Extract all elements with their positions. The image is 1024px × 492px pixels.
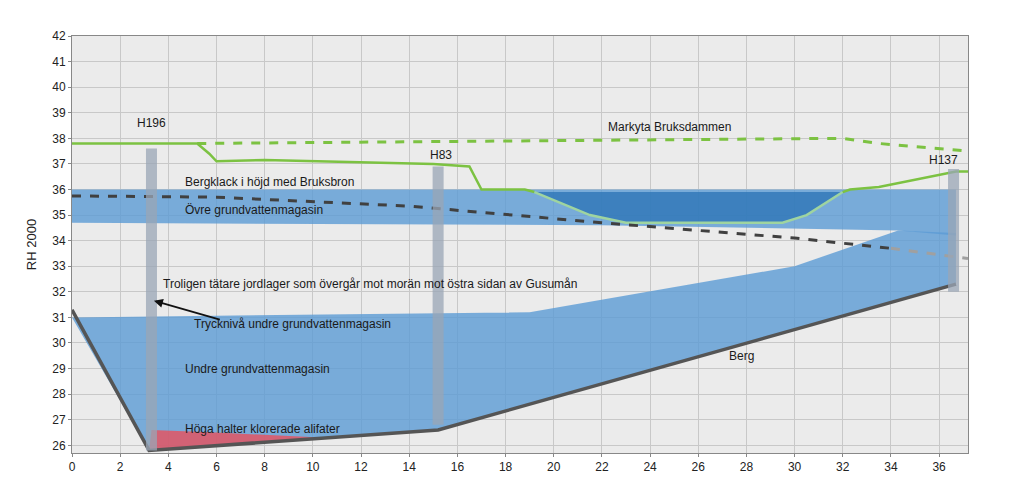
svg-text:41: 41 bbox=[52, 55, 66, 69]
svg-text:26: 26 bbox=[52, 439, 66, 453]
svg-text:30: 30 bbox=[788, 460, 802, 474]
svg-text:30: 30 bbox=[52, 336, 66, 350]
svg-text:0: 0 bbox=[69, 460, 76, 474]
svg-text:38: 38 bbox=[52, 132, 66, 146]
svg-text:29: 29 bbox=[52, 362, 66, 376]
svg-text:28: 28 bbox=[52, 387, 66, 401]
svg-text:2: 2 bbox=[117, 460, 124, 474]
svg-text:37: 37 bbox=[52, 157, 66, 171]
svg-text:Undre grundvattenmagasin: Undre grundvattenmagasin bbox=[185, 362, 330, 376]
svg-text:H196: H196 bbox=[137, 116, 166, 130]
svg-text:Bergklack i höjd med Bruksbron: Bergklack i höjd med Bruksbron bbox=[185, 175, 354, 189]
svg-text:42: 42 bbox=[52, 29, 66, 43]
svg-text:Berg: Berg bbox=[729, 349, 754, 363]
svg-text:33: 33 bbox=[52, 259, 66, 273]
svg-text:31: 31 bbox=[52, 311, 66, 325]
svg-text:Markyta Bruksdammen: Markyta Bruksdammen bbox=[608, 120, 731, 134]
svg-text:32: 32 bbox=[52, 285, 66, 299]
svg-text:8: 8 bbox=[261, 460, 268, 474]
svg-text:RH 2000: RH 2000 bbox=[24, 219, 39, 270]
svg-text:14: 14 bbox=[403, 460, 417, 474]
svg-text:18: 18 bbox=[499, 460, 513, 474]
svg-text:Övre grundvattenmagasin: Övre grundvattenmagasin bbox=[185, 203, 323, 217]
svg-text:4: 4 bbox=[165, 460, 172, 474]
svg-text:24: 24 bbox=[643, 460, 657, 474]
svg-text:16: 16 bbox=[451, 460, 465, 474]
svg-text:36: 36 bbox=[932, 460, 946, 474]
svg-text:6: 6 bbox=[213, 460, 220, 474]
svg-text:40: 40 bbox=[52, 80, 66, 94]
svg-text:28: 28 bbox=[740, 460, 754, 474]
svg-text:H83: H83 bbox=[430, 148, 452, 162]
svg-text:22: 22 bbox=[595, 460, 609, 474]
svg-text:32: 32 bbox=[836, 460, 850, 474]
svg-text:H137: H137 bbox=[929, 153, 958, 167]
svg-text:10: 10 bbox=[306, 460, 320, 474]
svg-text:20: 20 bbox=[547, 460, 561, 474]
svg-text:Troligen tätare jordlager som: Troligen tätare jordlager som övergår mo… bbox=[163, 277, 577, 291]
svg-text:39: 39 bbox=[52, 106, 66, 120]
svg-text:27: 27 bbox=[52, 413, 66, 427]
svg-text:Trycknivå undre grundvattenmag: Trycknivå undre grundvattenmagasin bbox=[194, 317, 391, 331]
svg-text:12: 12 bbox=[354, 460, 368, 474]
svg-text:Höga halter klorerade alifater: Höga halter klorerade alifater bbox=[185, 422, 340, 436]
svg-text:34: 34 bbox=[52, 234, 66, 248]
svg-text:26: 26 bbox=[692, 460, 706, 474]
svg-text:35: 35 bbox=[52, 208, 66, 222]
svg-text:34: 34 bbox=[884, 460, 898, 474]
svg-text:36: 36 bbox=[52, 183, 66, 197]
